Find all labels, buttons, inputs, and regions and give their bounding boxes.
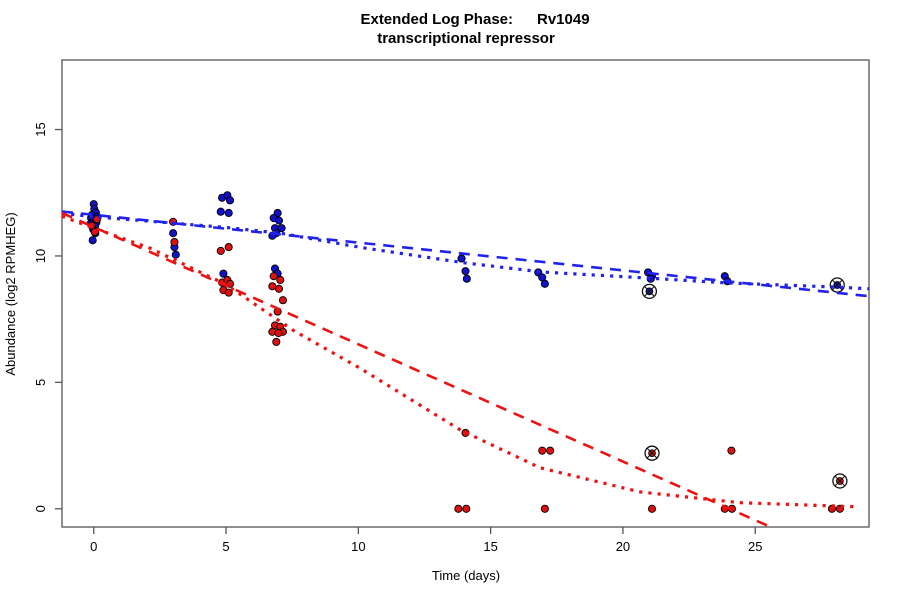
data-point-red-condition [727,446,736,455]
data-point-blue-condition [219,269,228,278]
data-point-blue-condition [169,229,178,238]
data-point-red-condition [274,329,283,338]
chart-title-gene: Rv1049 [537,11,590,28]
data-point-blue-condition [274,216,284,225]
x-tick-label: 25 [748,539,762,554]
chart-subtitle: transcriptional repressor [377,30,555,47]
y-tick-label: 15 [33,122,48,136]
marker-circle-icon [832,473,848,489]
data-point-red-condition [540,504,549,513]
data-point-red-condition [454,504,463,513]
data-point-red-condition [546,446,555,455]
data-point-blue-condition [216,207,225,216]
marker-circle-icon [641,283,658,300]
x-tick-label: 10 [351,539,365,554]
x-tick-label: 5 [222,539,229,554]
x-tick-label: 20 [616,539,630,554]
marked-data-point-red-condition [644,445,660,461]
data-point-red-condition [216,246,225,255]
fit-line-blue-linear-fit [62,210,869,298]
y-tick-label: 5 [33,379,48,386]
x-tick-label: 15 [483,539,497,554]
y-tick-label: 0 [33,505,48,512]
data-point-blue-condition [461,267,470,276]
data-point-blue-condition [457,254,466,263]
marked-data-point-red-condition [832,473,848,489]
data-point-blue-condition [462,274,471,283]
data-point-blue-condition [224,208,233,218]
plot-box [61,59,870,528]
data-point-blue-condition [171,250,180,259]
data-point-red-condition [224,243,233,252]
data-point-blue-condition [88,236,97,245]
fit-line-red-smooth-fit [62,214,859,509]
data-point-red-condition [647,504,657,513]
x-axis-title: Time (days) [432,568,500,583]
data-point-blue-condition [225,196,235,205]
chart-title: Extended Log Phase: [360,11,513,28]
data-point-red-condition [462,504,471,513]
data-point-red-condition [224,288,233,297]
data-point-red-condition [276,275,285,285]
data-point-blue-condition [540,279,549,288]
data-point-red-condition [538,446,547,455]
data-points [86,191,848,513]
data-point-blue-condition [277,224,286,233]
data-point-red-condition [268,282,277,291]
fit-lines [62,210,869,527]
x-tick-label: 0 [90,539,97,554]
marker-circle-icon [644,445,660,461]
fit-line-red-linear-fit [62,211,774,527]
data-point-red-condition [170,237,179,247]
data-point-red-condition [278,296,287,305]
data-point-red-condition [269,272,278,281]
data-point-red-condition [274,284,284,293]
marked-data-point-blue-condition [829,277,845,293]
marked-data-point-blue-condition [641,283,658,300]
y-tick-label: 10 [33,249,48,263]
y-axis-title: Abundance (log2 RPMHEG) [3,212,18,375]
data-point-red-condition [272,337,281,346]
